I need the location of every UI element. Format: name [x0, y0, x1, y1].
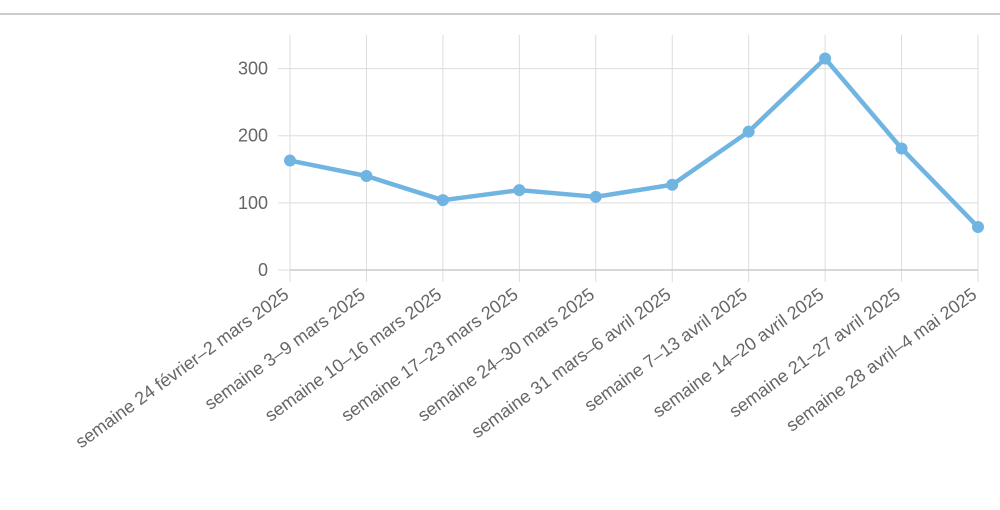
- y-tick-label: 100: [238, 193, 268, 213]
- y-tick-label: 200: [238, 126, 268, 146]
- point: [436, 194, 449, 207]
- y-tick-label: 300: [238, 59, 268, 79]
- point: [666, 178, 679, 191]
- point: [360, 170, 373, 182]
- point: [284, 154, 296, 167]
- point: [513, 184, 526, 197]
- point: [589, 190, 602, 203]
- point: [895, 142, 908, 155]
- line: [289, 56, 980, 229]
- y-tick-label: 0: [258, 260, 268, 280]
- point: [972, 221, 984, 234]
- point: [742, 125, 755, 138]
- point: [819, 52, 832, 65]
